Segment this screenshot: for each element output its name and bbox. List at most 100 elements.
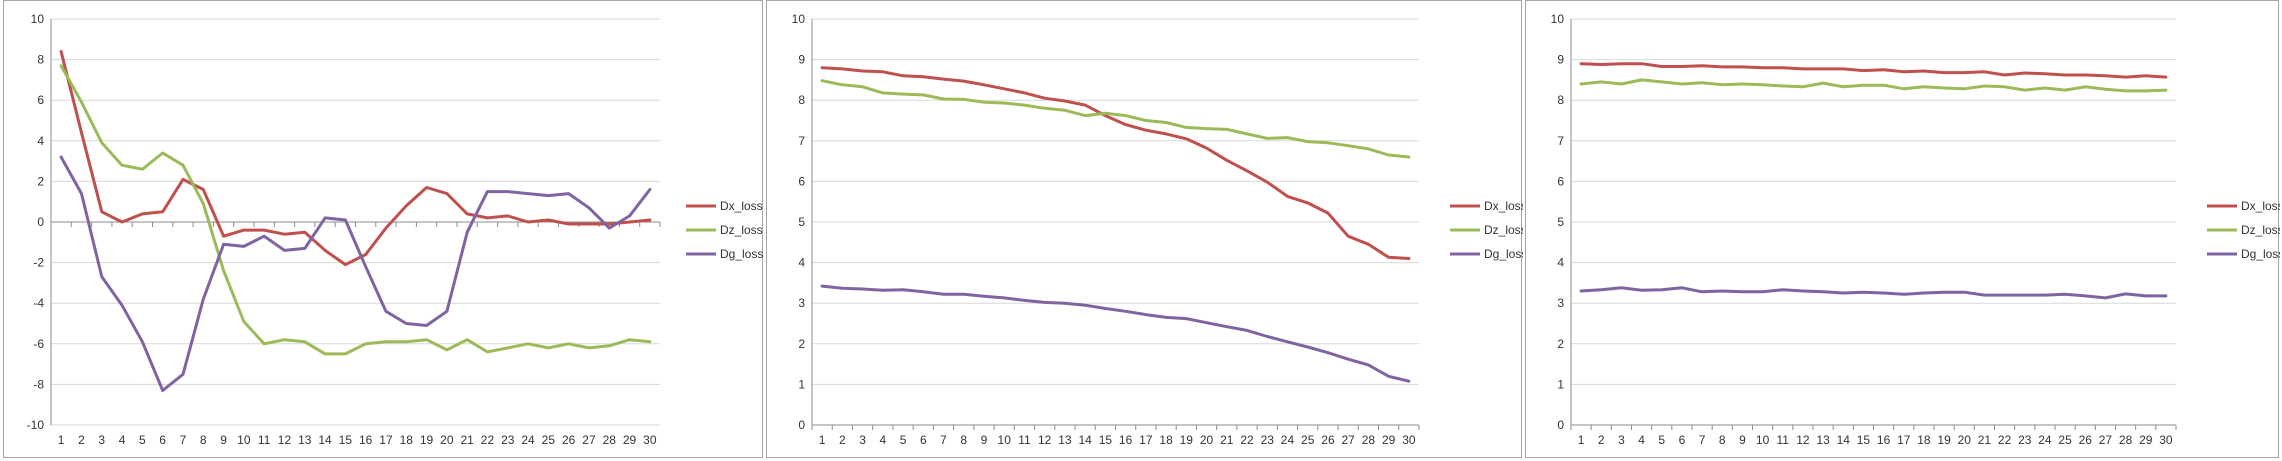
x-tick-label: 18 bbox=[1917, 433, 1931, 447]
x-tick-label: 23 bbox=[501, 433, 515, 447]
y-tick-label: 9 bbox=[1557, 53, 1564, 67]
y-tick-label: 4 bbox=[37, 134, 44, 148]
x-tick-label: 26 bbox=[562, 433, 576, 447]
y-tick-label: 10 bbox=[31, 12, 45, 26]
x-tick-label: 8 bbox=[1719, 433, 1726, 447]
x-tick-label: 16 bbox=[1119, 433, 1133, 447]
y-tick-label: 7 bbox=[798, 134, 805, 148]
x-tick-label: 19 bbox=[1180, 433, 1194, 447]
x-tick-label: 22 bbox=[1240, 433, 1254, 447]
x-tick-label: 17 bbox=[1897, 433, 1911, 447]
x-tick-label: 3 bbox=[98, 433, 105, 447]
x-tick-label: 13 bbox=[298, 433, 312, 447]
x-tick-label: 29 bbox=[623, 433, 637, 447]
x-tick-label: 24 bbox=[2038, 433, 2052, 447]
x-tick-label: 20 bbox=[1958, 433, 1972, 447]
x-tick-label: 8 bbox=[200, 433, 207, 447]
x-tick-label: 25 bbox=[2058, 433, 2072, 447]
x-tick-label: 9 bbox=[1739, 433, 1746, 447]
x-tick-label: 2 bbox=[78, 433, 85, 447]
x-tick-label: 19 bbox=[420, 433, 434, 447]
x-tick-label: 10 bbox=[998, 433, 1012, 447]
chart-panel-3: 0 1 2 3 4 5 6 7 8 9 10 1 2 3 4 5 6 7 8 9 10 11 12 13 14 15 16 17 18 1… bbox=[1525, 0, 2280, 458]
x-tick-label: 15 bbox=[339, 433, 353, 447]
chart-panel-1: -10 -8 -6 -4 -2 0 2 4 6 8 10 1 2 3 4 5 6 7 8 9 10 11 12 13 14 15 1… bbox=[3, 0, 763, 458]
x-tick-label: 2 bbox=[1598, 433, 1605, 447]
y-tick-label: 4 bbox=[798, 256, 805, 270]
y-tick-label: -6 bbox=[33, 337, 44, 351]
series-line-dz-loss bbox=[59, 64, 652, 356]
y-tick-label: 8 bbox=[798, 93, 805, 107]
legend-label: Dz_loss bbox=[720, 223, 763, 237]
x-tick-label: 14 bbox=[1837, 433, 1851, 447]
y-tick-label: 10 bbox=[792, 12, 806, 26]
x-tick-label: 30 bbox=[643, 433, 657, 447]
x-tick-label: 19 bbox=[1937, 433, 1951, 447]
x-tick-label: 12 bbox=[1038, 433, 1052, 447]
y-tick-label: 1 bbox=[1557, 377, 1564, 391]
x-tick-label: 10 bbox=[237, 433, 251, 447]
y-tick-label: 4 bbox=[1557, 256, 1564, 270]
legend-label: Dg_loss bbox=[2241, 247, 2280, 261]
y-tick-label: 0 bbox=[798, 418, 805, 432]
y-tick-label: 3 bbox=[798, 296, 805, 310]
x-tick-label: 3 bbox=[1618, 433, 1625, 447]
x-tick-label: 27 bbox=[2099, 433, 2113, 447]
x-tick-label: 14 bbox=[1078, 433, 1092, 447]
series-line-dx-loss bbox=[1579, 62, 2168, 79]
x-tick-label: 30 bbox=[1402, 433, 1416, 447]
x-tick-label: 27 bbox=[1342, 433, 1356, 447]
y-tick-label: 2 bbox=[798, 337, 805, 351]
y-tick-label: 0 bbox=[37, 215, 44, 229]
x-tick-label: 16 bbox=[1877, 433, 1891, 447]
x-tick-label: 11 bbox=[1777, 433, 1790, 447]
y-tick-label: -8 bbox=[33, 377, 44, 391]
x-tick-label: 15 bbox=[1857, 433, 1871, 447]
x-tick-label: 6 bbox=[1679, 433, 1686, 447]
x-tick-label: 6 bbox=[920, 433, 927, 447]
x-tick-label: 18 bbox=[1159, 433, 1173, 447]
x-tick-label: 28 bbox=[2119, 433, 2133, 447]
x-tick-label: 5 bbox=[1658, 433, 1665, 447]
x-tick-label: 12 bbox=[278, 433, 292, 447]
y-tick-label: 6 bbox=[37, 93, 44, 107]
y-tick-label: 10 bbox=[1551, 12, 1565, 26]
x-tick-label: 15 bbox=[1099, 433, 1113, 447]
x-tick-label: 11 bbox=[258, 433, 271, 447]
x-tick-label: 24 bbox=[521, 433, 535, 447]
series-line-dx-loss bbox=[820, 66, 1411, 260]
legend-label: Dg_loss bbox=[1484, 247, 1523, 261]
y-tick-label: -2 bbox=[33, 256, 44, 270]
x-tick-label: 13 bbox=[1816, 433, 1830, 447]
x-tick-label: 1 bbox=[1578, 433, 1585, 447]
x-tick-label: 5 bbox=[900, 433, 907, 447]
legend-label: Dg_loss bbox=[720, 247, 763, 261]
y-tick-label: 8 bbox=[1557, 93, 1564, 107]
x-tick-label: 4 bbox=[1638, 433, 1645, 447]
x-tick-label: 25 bbox=[542, 433, 556, 447]
x-tick-label: 7 bbox=[940, 433, 947, 447]
y-tick-label: 5 bbox=[1557, 215, 1564, 229]
x-tick-label: 5 bbox=[139, 433, 146, 447]
x-tick-label: 26 bbox=[1321, 433, 1335, 447]
x-tick-label: 16 bbox=[359, 433, 373, 447]
series-line-dg-loss bbox=[820, 284, 1411, 383]
y-tick-label: -10 bbox=[27, 418, 45, 432]
x-tick-label: 13 bbox=[1058, 433, 1072, 447]
y-tick-label: 3 bbox=[1557, 296, 1564, 310]
x-tick-label: 6 bbox=[159, 433, 166, 447]
y-tick-label: 5 bbox=[798, 215, 805, 229]
legend-label: Dz_loss bbox=[2241, 223, 2280, 237]
x-tick-label: 28 bbox=[1362, 433, 1376, 447]
y-tick-label: 9 bbox=[798, 53, 805, 67]
legend-label: Dx_loss bbox=[1484, 199, 1523, 213]
y-tick-label: 1 bbox=[798, 377, 805, 391]
x-tick-label: 21 bbox=[1978, 433, 1992, 447]
x-tick-label: 14 bbox=[318, 433, 332, 447]
y-tick-label: 2 bbox=[37, 174, 44, 188]
x-tick-label: 9 bbox=[220, 433, 227, 447]
x-tick-label: 22 bbox=[1998, 433, 2012, 447]
x-tick-label: 4 bbox=[879, 433, 886, 447]
x-tick-label: 11 bbox=[1018, 433, 1031, 447]
